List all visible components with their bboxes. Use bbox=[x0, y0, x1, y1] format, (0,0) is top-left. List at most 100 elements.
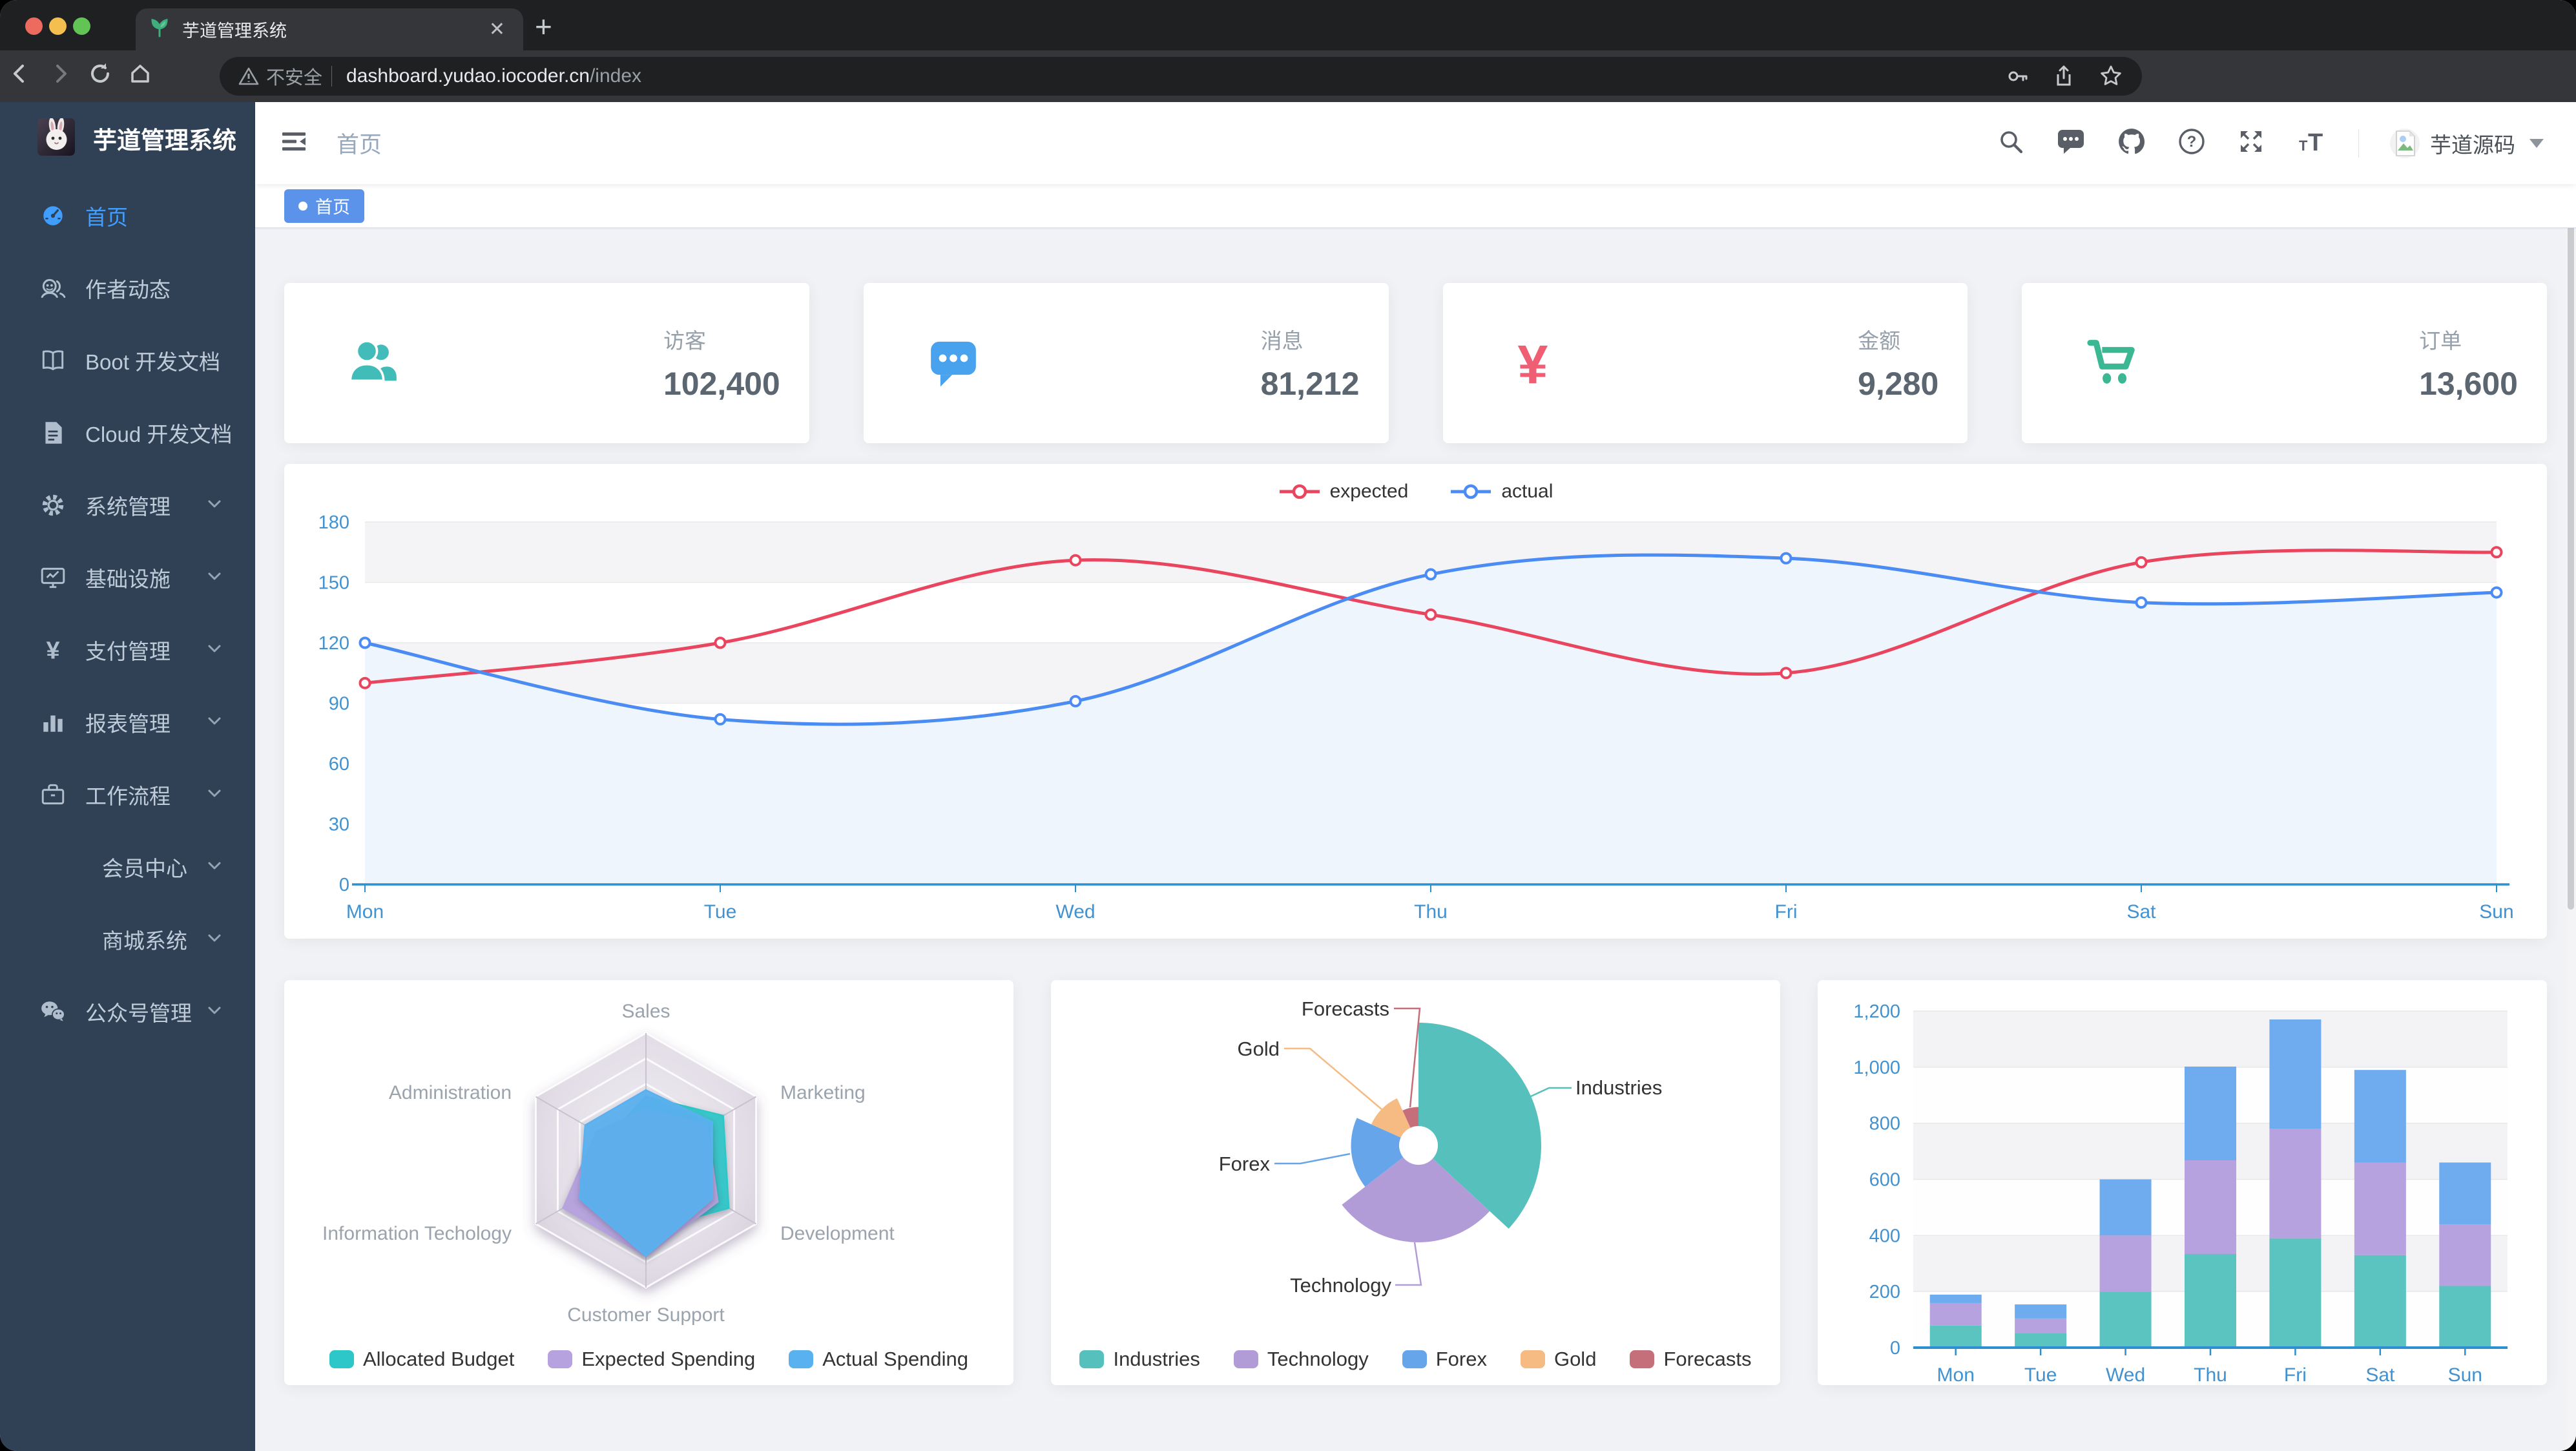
radar-chart[interactable]: Sales Administration Information Techology… bbox=[284, 980, 1008, 1385]
line-chart[interactable]: 0 30 60 90 120 150 180 Mon Tue Wed Thu Fri Sat Sun bbox=[284, 464, 2531, 939]
reload-icon[interactable] bbox=[80, 61, 120, 92]
sidebar-item-0[interactable]: 首页 bbox=[0, 180, 255, 252]
bar-chart[interactable]: Mon Tue Wed Thu Fri Sat Sun 0 200 400 600 800 1,000 1… bbox=[1818, 980, 2541, 1385]
legend-item[interactable]: Expected Spending bbox=[548, 1348, 755, 1371]
minimize-window-button[interactable] bbox=[49, 17, 67, 35]
share-icon[interactable] bbox=[2051, 64, 2076, 89]
stat-card-0[interactable]: 访客 102,400 bbox=[284, 283, 809, 443]
chart-icon bbox=[37, 708, 68, 736]
legend-item[interactable]: Actual Spending bbox=[789, 1348, 968, 1371]
divider bbox=[331, 66, 333, 87]
svg-text:Thu: Thu bbox=[1414, 901, 1448, 923]
pie-chart[interactable]: Industries Technology Forex Gold Forecasts bbox=[1051, 980, 1774, 1385]
favicon bbox=[149, 17, 171, 42]
tab-close-icon[interactable]: ✕ bbox=[488, 19, 505, 40]
sidebar-item-label: 基础设施 bbox=[85, 567, 171, 591]
svg-text:T: T bbox=[2299, 138, 2308, 154]
back-icon[interactable] bbox=[0, 61, 40, 92]
github-icon[interactable] bbox=[2117, 127, 2146, 160]
home-icon[interactable] bbox=[120, 61, 160, 92]
legend-item[interactable]: Industries bbox=[1079, 1348, 1200, 1371]
tag-home[interactable]: 首页 bbox=[284, 189, 364, 223]
stat-card-3[interactable]: 订单 13,600 bbox=[2022, 283, 2547, 443]
line-chart-card: expected actual 0 30 60 90 120 150 180 Mon Tue Wed… bbox=[284, 464, 2547, 939]
forward-icon[interactable] bbox=[40, 61, 80, 92]
sidebar-item-4[interactable]: 系统管理 bbox=[0, 469, 255, 541]
legend-item-expected[interactable]: expected bbox=[1278, 481, 1408, 503]
logo-avatar bbox=[37, 117, 75, 159]
stat-label: 消息 bbox=[1260, 329, 1304, 353]
legend-item[interactable]: Forex bbox=[1402, 1348, 1487, 1371]
password-key-icon[interactable] bbox=[2005, 64, 2030, 89]
security-label[interactable]: 不安全 bbox=[266, 68, 323, 89]
fullscreen-icon[interactable] bbox=[2237, 127, 2265, 159]
stat-label: 金额 bbox=[1858, 329, 1901, 353]
yen-icon: ¥ bbox=[37, 636, 68, 664]
sidebar-item-8[interactable]: 工作流程 bbox=[0, 758, 255, 831]
chevron-down-icon bbox=[206, 638, 223, 662]
svg-text:Forex: Forex bbox=[1219, 1153, 1271, 1175]
chevron-down-icon bbox=[206, 855, 223, 879]
book-icon bbox=[37, 346, 68, 375]
help-icon[interactable]: ? bbox=[2177, 127, 2206, 159]
page-scrollbar[interactable] bbox=[2566, 102, 2576, 1451]
sidebar-logo[interactable]: 芋道管理系统 bbox=[0, 102, 255, 174]
chevron-down-icon bbox=[206, 565, 223, 590]
sidebar-item-2[interactable]: Boot 开发文档 bbox=[0, 324, 255, 397]
sidebar-item-10[interactable]: 商城系统 bbox=[0, 903, 255, 976]
chevron-down-icon bbox=[206, 782, 223, 807]
sidebar-item-label: 首页 bbox=[85, 205, 128, 229]
bar-chart-card: Mon Tue Wed Thu Fri Sat Sun 0 200 400 600 800 1,000 1… bbox=[1818, 980, 2547, 1385]
svg-text:90: 90 bbox=[329, 694, 349, 715]
stat-label: 访客 bbox=[663, 329, 706, 353]
dashboard-content: 访客 102,400 消息 81,212 ¥ 金额 9,280 订单 13,600 expect… bbox=[255, 228, 2576, 1385]
svg-text:600: 600 bbox=[1869, 1170, 1900, 1191]
svg-text:400: 400 bbox=[1869, 1226, 1900, 1246]
chevron-down-icon bbox=[2529, 138, 2544, 148]
sidebar-item-label: Boot 开发文档 bbox=[85, 350, 221, 374]
sidebar-item-7[interactable]: 报表管理 bbox=[0, 686, 255, 758]
legend-item[interactable]: Forecasts bbox=[1630, 1348, 1752, 1371]
url-bar[interactable]: 不安全 dashboard.yudao.iocoder.cn/index bbox=[220, 57, 2142, 96]
svg-text:Thu: Thu bbox=[2194, 1364, 2227, 1385]
money-stat-icon: ¥ bbox=[1504, 333, 1561, 395]
scrollbar-thumb[interactable] bbox=[2568, 109, 2574, 910]
sidebar-item-9[interactable]: 会员中心 bbox=[0, 831, 255, 903]
stat-cards-row: 访客 102,400 消息 81,212 ¥ 金额 9,280 订单 13,600 bbox=[284, 283, 2547, 443]
stat-card-2[interactable]: ¥ 金额 9,280 bbox=[1442, 283, 1968, 443]
bookmark-star-icon[interactable] bbox=[2098, 63, 2124, 89]
message-stat-icon bbox=[925, 333, 982, 393]
url-text[interactable]: dashboard.yudao.iocoder.cn/index bbox=[346, 65, 642, 87]
chevron-down-icon bbox=[206, 999, 223, 1024]
legend-item-actual[interactable]: actual bbox=[1449, 481, 1553, 503]
svg-text:0: 0 bbox=[1890, 1338, 1900, 1359]
message-icon[interactable] bbox=[2056, 127, 2086, 159]
svg-text:¥: ¥ bbox=[1517, 334, 1548, 390]
sidebar-item-3[interactable]: Cloud 开发文档 bbox=[0, 397, 255, 469]
user-menu[interactable]: 芋道源码 bbox=[2390, 127, 2544, 160]
stat-card-1[interactable]: 消息 81,212 bbox=[863, 283, 1389, 443]
sidebar-item-5[interactable]: 基础设施 bbox=[0, 541, 255, 614]
sidebar-item-11[interactable]: 公众号管理 bbox=[0, 976, 255, 1048]
tag-dot bbox=[298, 201, 307, 211]
legend-item[interactable]: Gold bbox=[1520, 1348, 1596, 1371]
search-icon[interactable] bbox=[1997, 127, 2025, 159]
legend-item[interactable]: Technology bbox=[1233, 1348, 1369, 1371]
hamburger-icon[interactable] bbox=[255, 127, 327, 159]
breadcrumb[interactable]: 首页 bbox=[337, 132, 382, 158]
browser-tab[interactable]: 芋道管理系统 ✕ bbox=[136, 8, 523, 50]
sidebar-item-6[interactable]: ¥ 支付管理 bbox=[0, 614, 255, 686]
sidebar-item-1[interactable]: 作者动态 bbox=[0, 252, 255, 324]
legend-item[interactable]: Allocated Budget bbox=[329, 1348, 514, 1371]
zoom-window-button[interactable] bbox=[73, 17, 90, 35]
shopping-cart-stat-icon bbox=[2083, 333, 2140, 393]
sidebar-item-label: Cloud 开发文档 bbox=[85, 423, 233, 446]
close-window-button[interactable] bbox=[25, 17, 43, 35]
svg-text:120: 120 bbox=[318, 633, 349, 654]
new-tab-button[interactable]: + bbox=[535, 10, 552, 43]
sidebar: 芋道管理系统 首页作者动态 Boot 开发文档 Cloud 开发文档系统管理基础设施… bbox=[0, 102, 255, 1451]
radar-chart-card: Sales Administration Information Techology… bbox=[284, 980, 1013, 1385]
svg-text:Customer Support: Customer Support bbox=[567, 1304, 725, 1326]
